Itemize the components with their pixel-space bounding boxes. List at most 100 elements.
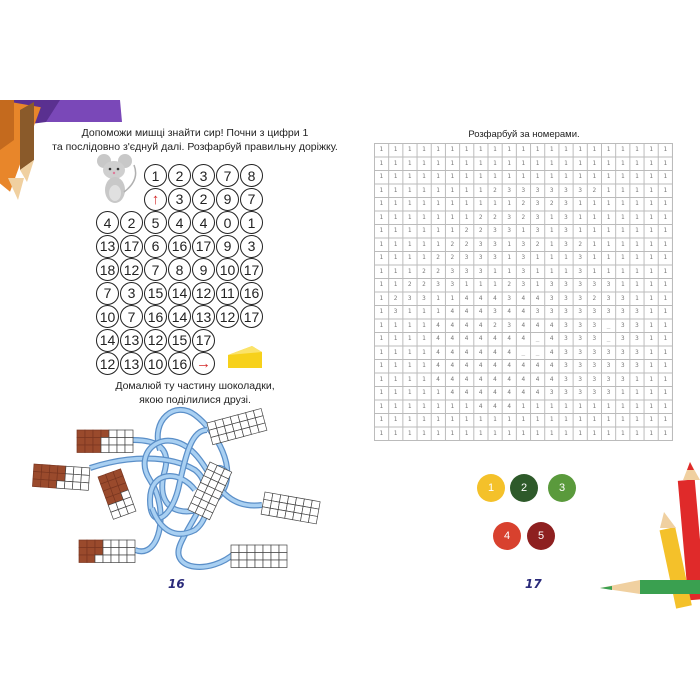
maze-number[interactable]: 1 bbox=[240, 211, 263, 234]
maze-number[interactable]: 13 bbox=[120, 328, 143, 352]
chocolate-piece bbox=[32, 471, 42, 480]
grid-row: 11114444444_4333_3311 bbox=[379, 335, 673, 342]
maze-number[interactable]: 15 bbox=[168, 328, 191, 352]
chocolate-piece bbox=[256, 422, 268, 433]
chocolate-piece bbox=[40, 471, 50, 481]
maze-number[interactable]: 13 bbox=[120, 352, 143, 375]
maze-number[interactable]: 4 bbox=[168, 211, 191, 234]
chocolate-piece bbox=[108, 444, 118, 453]
maze-number[interactable]: 10 bbox=[216, 258, 239, 281]
chocolate-bar[interactable] bbox=[187, 461, 233, 521]
chocolate-piece bbox=[262, 544, 272, 553]
maze-number[interactable]: 18 bbox=[96, 258, 119, 281]
maze-number[interactable]: 16 bbox=[144, 305, 167, 328]
maze-number[interactable]: 7 bbox=[144, 258, 167, 281]
maze-number[interactable]: 12 bbox=[120, 258, 143, 281]
maze-number[interactable]: 17 bbox=[240, 258, 263, 281]
chocolate-piece bbox=[116, 444, 126, 453]
maze-number[interactable]: 5 bbox=[144, 211, 167, 234]
chocolate-piece bbox=[100, 437, 110, 446]
chocolate-piece bbox=[246, 559, 256, 568]
chocolate-piece bbox=[64, 473, 74, 483]
chocolate-piece bbox=[94, 539, 104, 548]
maze-number[interactable]: 15 bbox=[144, 281, 167, 305]
chocolate-bar[interactable] bbox=[76, 429, 134, 453]
maze-number[interactable]: 10 bbox=[144, 352, 167, 375]
chocolate-piece bbox=[124, 437, 134, 446]
chocolate-bar[interactable] bbox=[78, 539, 136, 563]
maze-number[interactable]: 12 bbox=[144, 328, 167, 352]
maze-number[interactable]: 4 bbox=[96, 211, 119, 234]
instruction-line: Домалюй ту частину шоколадки, bbox=[115, 380, 275, 392]
maze-number[interactable]: 2 bbox=[168, 164, 191, 187]
chocolate-bar[interactable] bbox=[206, 408, 268, 446]
color-by-number-grid[interactable]: 111111111111111111111 1111111111111111111… bbox=[374, 143, 674, 441]
chocolate-piece bbox=[246, 544, 256, 553]
grid-row: 111144444444433333311 bbox=[379, 362, 673, 369]
chocolate-piece bbox=[94, 547, 104, 556]
maze-number[interactable]: 4 bbox=[192, 211, 215, 234]
chocolate-piece bbox=[230, 559, 240, 568]
chocolate-piece bbox=[92, 429, 102, 438]
maze-number[interactable]: 17 bbox=[240, 305, 263, 328]
maze-number[interactable]: 14 bbox=[168, 305, 191, 328]
maze-number[interactable]: 3 bbox=[120, 281, 143, 305]
maze-number[interactable]: 17 bbox=[192, 234, 215, 258]
maze-number[interactable]: 13 bbox=[96, 234, 119, 258]
maze-number[interactable]: 17 bbox=[120, 234, 143, 258]
chocolate-piece bbox=[126, 554, 136, 563]
chocolate-piece bbox=[56, 472, 66, 482]
chocolate-bar[interactable] bbox=[260, 491, 321, 525]
chocolate-piece bbox=[32, 478, 42, 488]
maze-number[interactable]: 7 bbox=[240, 187, 263, 211]
maze-number[interactable]: 17 bbox=[192, 328, 215, 352]
maze-number[interactable]: 9 bbox=[216, 187, 239, 211]
chocolate-piece bbox=[33, 463, 43, 473]
chocolate-piece bbox=[65, 465, 75, 475]
maze-number[interactable]: 13 bbox=[192, 305, 215, 328]
maze-number[interactable]: 7 bbox=[96, 281, 119, 305]
maze-number[interactable]: 7 bbox=[216, 164, 239, 187]
maze-number[interactable]: 3 bbox=[168, 187, 191, 211]
chocolate-piece bbox=[116, 429, 126, 438]
maze-number[interactable]: 16 bbox=[168, 234, 191, 258]
chocolate-piece bbox=[48, 479, 58, 489]
maze-number[interactable]: 11 bbox=[216, 281, 239, 305]
chocolate-piece bbox=[92, 437, 102, 446]
chocolate-piece bbox=[84, 437, 94, 446]
maze-number[interactable]: 8 bbox=[240, 164, 263, 187]
maze-number[interactable]: 14 bbox=[168, 281, 191, 305]
chocolate-piece bbox=[102, 547, 112, 556]
chocolate-bar[interactable] bbox=[230, 544, 288, 568]
maze-number[interactable]: 6 bbox=[144, 234, 167, 258]
maze-number[interactable]: 10 bbox=[96, 305, 119, 328]
maze-number[interactable]: 12 bbox=[96, 352, 119, 375]
maze-number[interactable]: 2 bbox=[120, 211, 143, 234]
maze-number[interactable]: 9 bbox=[216, 234, 239, 258]
arrow-icon[interactable]: ↑ bbox=[144, 187, 167, 211]
maze-number[interactable]: 3 bbox=[192, 164, 215, 187]
chocolate-piece bbox=[118, 539, 128, 548]
maze-number[interactable]: 16 bbox=[240, 281, 263, 305]
maze-number[interactable]: 16 bbox=[168, 352, 191, 375]
legend-color-5: 5 bbox=[527, 522, 555, 550]
chocolate-piece bbox=[73, 466, 83, 476]
maze-number[interactable]: 1 bbox=[144, 164, 167, 187]
chocolate-bar[interactable] bbox=[32, 463, 91, 491]
maze-number[interactable]: 9 bbox=[192, 258, 215, 281]
chocolate-piece bbox=[126, 547, 136, 556]
maze-number[interactable]: 7 bbox=[120, 305, 143, 328]
chocolate-piece bbox=[125, 503, 137, 515]
maze-number[interactable]: 14 bbox=[96, 328, 119, 352]
chocolate-piece bbox=[92, 444, 102, 453]
maze-number[interactable]: 12 bbox=[216, 305, 239, 328]
arrow-icon[interactable]: → bbox=[192, 352, 215, 375]
maze-number[interactable]: 2 bbox=[192, 187, 215, 211]
maze-number[interactable]: 12 bbox=[192, 281, 215, 305]
maze-number[interactable]: 0 bbox=[216, 211, 239, 234]
maze-number[interactable]: 3 bbox=[240, 234, 263, 258]
maze-number[interactable]: 8 bbox=[168, 258, 191, 281]
chocolate-piece bbox=[230, 544, 240, 553]
chocolate-bar[interactable] bbox=[97, 468, 137, 520]
chocolate-piece bbox=[79, 481, 90, 491]
